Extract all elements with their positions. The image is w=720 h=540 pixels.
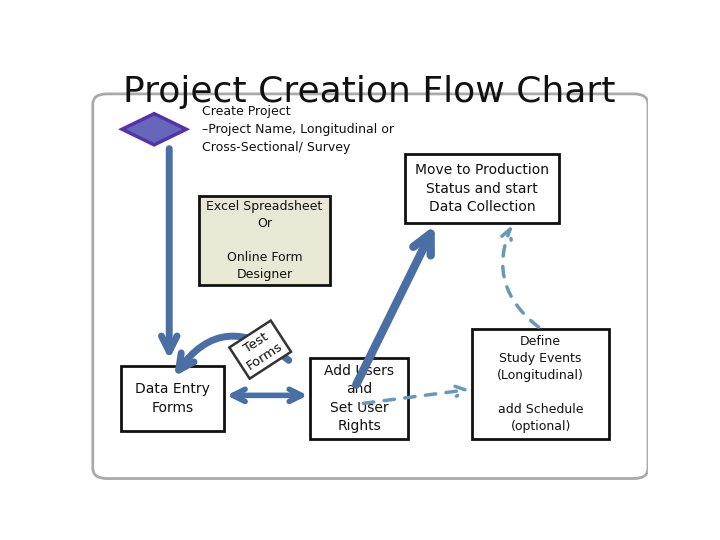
Text: Add Users
and
Set User
Rights: Add Users and Set User Rights — [324, 364, 395, 433]
FancyBboxPatch shape — [93, 94, 648, 478]
Text: Test
Forms: Test Forms — [235, 327, 284, 372]
Text: Move to Production
Status and start
Data Collection: Move to Production Status and start Data… — [415, 163, 549, 214]
FancyBboxPatch shape — [199, 196, 330, 285]
FancyBboxPatch shape — [405, 154, 559, 223]
FancyBboxPatch shape — [121, 366, 224, 431]
Text: Create Project
–Project Name, Longitudinal or
Cross-Sectional/ Survey: Create Project –Project Name, Longitudin… — [202, 105, 394, 154]
Polygon shape — [122, 113, 186, 145]
Text: Project Creation Flow Chart: Project Creation Flow Chart — [122, 75, 616, 109]
Text: Define
Study Events
(Longitudinal)

add Schedule
(optional): Define Study Events (Longitudinal) add S… — [497, 335, 584, 433]
FancyBboxPatch shape — [310, 358, 408, 439]
Text: Excel Spreadsheet
Or

Online Form
Designer: Excel Spreadsheet Or Online Form Designe… — [206, 200, 323, 281]
Text: Data Entry
Forms: Data Entry Forms — [135, 382, 210, 415]
FancyBboxPatch shape — [472, 329, 609, 439]
